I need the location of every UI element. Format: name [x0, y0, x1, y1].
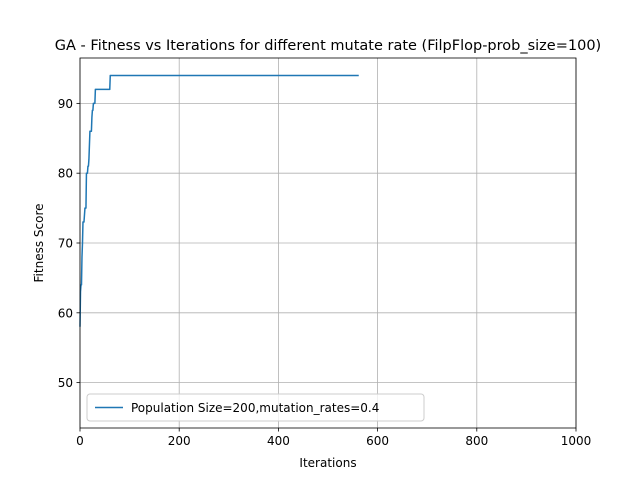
legend-box — [86, 393, 425, 422]
y-tick-label: 70 — [58, 237, 73, 251]
x-axis-title: Iterations — [299, 456, 356, 470]
series-line-0 — [79, 74, 359, 327]
x-tick-label: 600 — [366, 434, 389, 448]
y-tick-label: 60 — [58, 306, 73, 320]
x-tick-label: 0 — [76, 434, 84, 448]
x-tick-label: 800 — [465, 434, 488, 448]
x-tick-label: 400 — [267, 434, 290, 448]
y-axis-ticks: 50 60 70 80 90 — [58, 97, 80, 390]
legend: Population Size=200,mutation_rates=0.4 — [86, 393, 425, 422]
y-tick-label: 80 — [58, 167, 73, 181]
x-tick-label: 1000 — [561, 434, 592, 448]
y-tick-label: 90 — [58, 97, 73, 111]
y-tick-label: 50 — [58, 376, 73, 390]
series-layer — [79, 74, 359, 327]
legend-label: Population Size=200,mutation_rates=0.4 — [131, 401, 379, 415]
y-axis-title: Fitness Score — [32, 204, 46, 283]
x-axis-ticks: 0 200 400 600 800 1000 — [76, 428, 591, 448]
x-tick-label: 200 — [168, 434, 191, 448]
chart-title: GA - Fitness vs Iterations for different… — [55, 38, 601, 54]
